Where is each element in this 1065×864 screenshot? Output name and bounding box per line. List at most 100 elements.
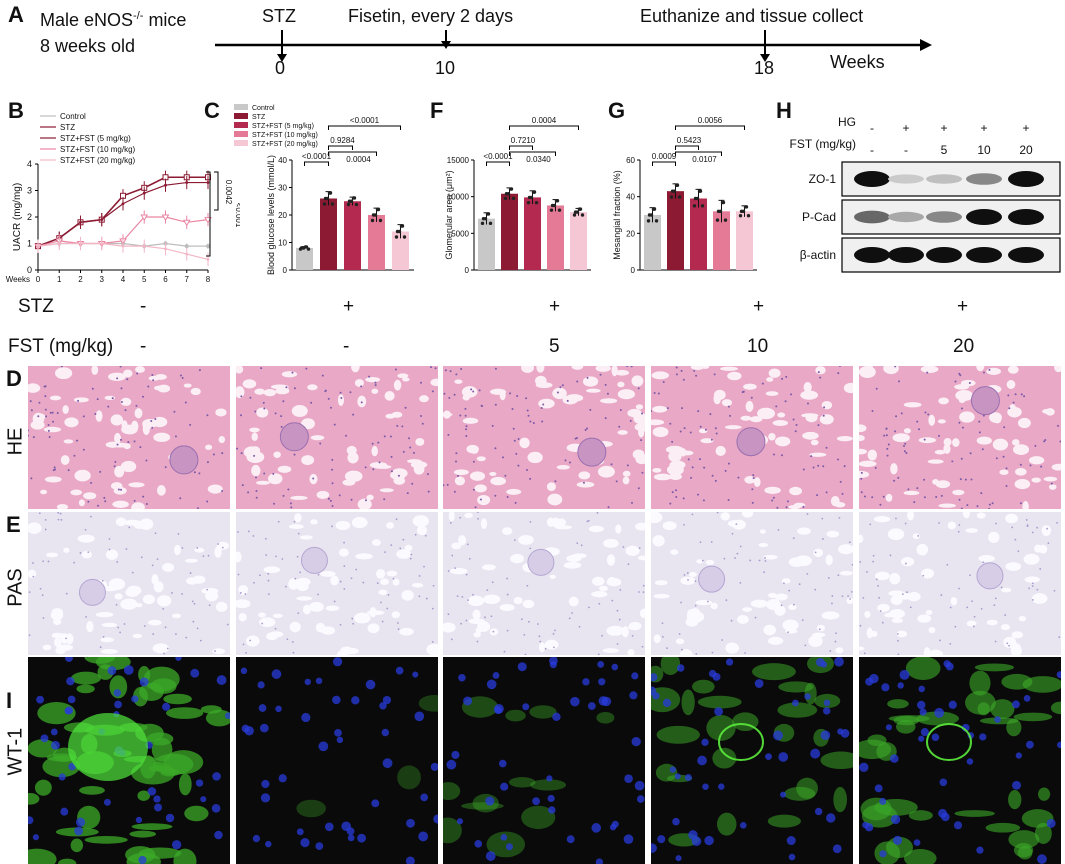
tubule-lumen [675, 450, 689, 455]
tubule-lumen [74, 469, 91, 482]
tubule-lumen [810, 439, 819, 446]
tubule-lumen [214, 546, 222, 558]
tubule-lumen [962, 512, 970, 517]
nucleus [349, 391, 352, 394]
he-micrograph [28, 366, 230, 509]
data-point [720, 200, 725, 205]
condition-stz-value: + [549, 296, 561, 317]
nucleus [761, 382, 764, 385]
bar [547, 205, 564, 270]
wt1-signal [42, 755, 80, 778]
nucleus [193, 471, 196, 474]
tubule-lumen [100, 637, 114, 643]
tubule-lumen [335, 520, 351, 531]
bar [644, 215, 661, 270]
nucleus [905, 452, 908, 455]
wt1-signal [820, 751, 853, 770]
tubule-lumen [988, 531, 1000, 544]
tubule-lumen [625, 545, 640, 557]
nucleus [376, 582, 379, 585]
nucleus [406, 492, 409, 495]
dapi-nucleus [190, 668, 200, 678]
dapi-nucleus [334, 728, 342, 737]
dapi-nucleus [98, 728, 105, 735]
nucleus [491, 424, 494, 427]
nucleus [344, 434, 347, 437]
nucleus [837, 574, 840, 577]
nucleus [261, 622, 264, 625]
nucleus [179, 497, 182, 500]
tubule-lumen [413, 463, 425, 475]
nucleus [396, 622, 399, 624]
nucleus [615, 480, 618, 483]
nucleus [379, 601, 382, 604]
nucleus [618, 618, 621, 621]
tubule-lumen [768, 368, 781, 378]
dapi-nucleus [869, 673, 879, 684]
glomerulus [300, 546, 328, 574]
tubule-lumen [877, 603, 890, 612]
nucleus [492, 630, 495, 633]
dapi-nucleus [773, 730, 784, 741]
tubule-lumen [385, 413, 396, 419]
tubule-lumen [720, 512, 730, 521]
nucleus [860, 477, 863, 480]
tubule-lumen [576, 481, 595, 488]
he-micrograph [443, 366, 645, 509]
wt1-signal [784, 786, 816, 801]
blot-fst-value: 10 [977, 143, 991, 157]
dapi-nucleus [702, 783, 709, 790]
dapi-nucleus [823, 699, 831, 707]
tubule-lumen [535, 382, 553, 389]
nucleus [145, 502, 148, 505]
dapi-nucleus [412, 671, 419, 678]
nucleus [949, 606, 952, 609]
data-point [577, 207, 582, 211]
nucleus [960, 407, 963, 410]
tubule-lumen [859, 460, 877, 467]
micrograph-background [443, 366, 645, 509]
data-point [323, 196, 328, 201]
dapi-nucleus [212, 772, 221, 781]
nucleus [877, 584, 879, 587]
nucleus [604, 417, 607, 420]
tubule-lumen [680, 576, 696, 585]
tubule-lumen [834, 501, 846, 508]
tubule-lumen [154, 374, 167, 380]
tubule-lumen [152, 416, 168, 428]
glomerulus [577, 437, 607, 467]
nucleus [491, 581, 494, 584]
nucleus [681, 407, 684, 410]
nucleus [715, 432, 718, 435]
dapi-nucleus [522, 703, 530, 711]
tubule-lumen [888, 590, 905, 597]
tubule-lumen [192, 575, 206, 584]
dapi-nucleus [113, 711, 120, 718]
blot-hg-value: + [940, 121, 947, 135]
tubule-lumen [727, 371, 742, 381]
wt1-signal [148, 765, 169, 772]
tubule-lumen [294, 513, 302, 523]
nucleus [695, 374, 698, 377]
x-tick-label: 4 [121, 275, 126, 284]
nucleus [466, 543, 469, 546]
tubule-lumen [565, 394, 584, 402]
tubule-lumen [256, 407, 269, 418]
nucleus [244, 593, 247, 595]
tubule-lumen [744, 475, 756, 484]
nucleus [576, 542, 579, 545]
nucleus [43, 385, 46, 388]
nucleus [802, 468, 805, 471]
nucleus [133, 499, 136, 502]
data-point [677, 195, 682, 199]
dapi-nucleus [357, 833, 366, 843]
legend-label: STZ+FST (20 mg/kg) [60, 156, 136, 165]
nucleus [691, 513, 694, 516]
tubule-lumen [990, 577, 997, 584]
glomerulus [78, 578, 106, 606]
tubule-lumen [475, 627, 483, 634]
nucleus [640, 439, 643, 442]
nucleus [984, 566, 987, 569]
nucleus [1034, 444, 1037, 447]
tubule-lumen [989, 412, 1002, 423]
